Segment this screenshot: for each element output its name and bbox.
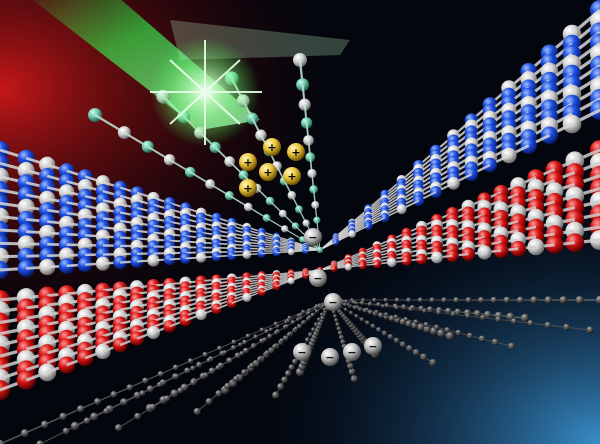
atom	[527, 320, 534, 327]
atom	[386, 257, 397, 268]
electron-charge: −	[343, 343, 361, 361]
electron-charge: −	[364, 337, 382, 355]
svg-text:+: +	[267, 141, 276, 154]
electron-charges: −−−− − − −	[293, 228, 382, 366]
atom	[320, 312, 324, 317]
atom	[83, 417, 91, 424]
atom	[347, 362, 354, 370]
svg-text:+: +	[243, 156, 252, 169]
electron-charge: −	[324, 293, 342, 311]
svg-text:−: −	[347, 346, 356, 359]
hole-charge: +	[239, 153, 257, 171]
atom	[58, 356, 76, 374]
atom	[387, 334, 394, 340]
atom	[156, 381, 163, 388]
atom	[464, 167, 479, 182]
atom	[110, 391, 118, 398]
atom	[307, 168, 317, 179]
svg-text:−: −	[368, 340, 377, 353]
atom	[20, 429, 29, 438]
atom	[376, 327, 382, 333]
atom	[195, 308, 207, 321]
atom	[412, 349, 420, 356]
atom	[317, 247, 323, 253]
atom	[287, 315, 292, 320]
hole-charge: +	[259, 163, 277, 181]
atom	[493, 243, 509, 259]
electron-charge: −	[321, 348, 339, 366]
atom	[480, 314, 486, 321]
atom	[0, 380, 10, 400]
svg-text:−: −	[325, 351, 334, 364]
atom	[211, 251, 222, 262]
hole-charge: +	[263, 138, 281, 156]
electron-charge: −	[293, 343, 311, 361]
atom	[224, 191, 235, 201]
atom	[483, 310, 492, 319]
svg-text:−: −	[313, 272, 322, 285]
atom	[149, 403, 157, 411]
svg-text:−: −	[308, 231, 317, 244]
hole-charges: + + + + + +	[239, 138, 305, 197]
atom	[436, 329, 445, 338]
svg-text:+: +	[243, 182, 252, 195]
atom	[520, 137, 537, 154]
svg-text:+: +	[287, 170, 296, 183]
hole-charge: +	[239, 179, 257, 197]
hole-charge: +	[287, 143, 305, 161]
atom	[530, 296, 538, 304]
atom	[405, 320, 412, 327]
atom	[413, 319, 419, 325]
atom	[227, 357, 233, 363]
atom	[430, 186, 442, 198]
atom	[331, 310, 336, 314]
flare-rays	[150, 40, 262, 145]
atom	[388, 315, 395, 322]
atom	[501, 147, 517, 164]
atom	[372, 259, 382, 269]
svg-text:+: +	[263, 166, 272, 179]
atom	[478, 335, 486, 343]
atom	[433, 324, 440, 330]
atom	[367, 302, 372, 307]
top-blue-layer	[0, 0, 600, 279]
atom	[378, 312, 384, 318]
atom	[227, 250, 237, 261]
atom	[157, 370, 164, 377]
atom	[503, 296, 511, 304]
hole-charge: +	[283, 167, 301, 185]
atom	[273, 330, 278, 335]
atom	[447, 176, 460, 190]
atom	[277, 383, 285, 390]
svg-text:−: −	[328, 296, 337, 309]
atom	[344, 263, 352, 271]
atom	[506, 312, 515, 321]
atom	[413, 195, 425, 207]
atom	[273, 321, 278, 326]
svg-text:−: −	[297, 346, 306, 359]
atom	[94, 398, 101, 405]
electron-charge: −	[309, 269, 327, 287]
electron-charge: −	[304, 228, 322, 246]
atom	[527, 238, 545, 256]
svg-text:+: +	[291, 146, 300, 159]
atom	[187, 358, 194, 364]
atom	[423, 325, 431, 333]
